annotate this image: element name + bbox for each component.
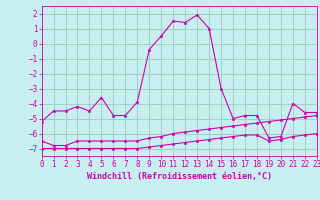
X-axis label: Windchill (Refroidissement éolien,°C): Windchill (Refroidissement éolien,°C) (87, 172, 272, 181)
